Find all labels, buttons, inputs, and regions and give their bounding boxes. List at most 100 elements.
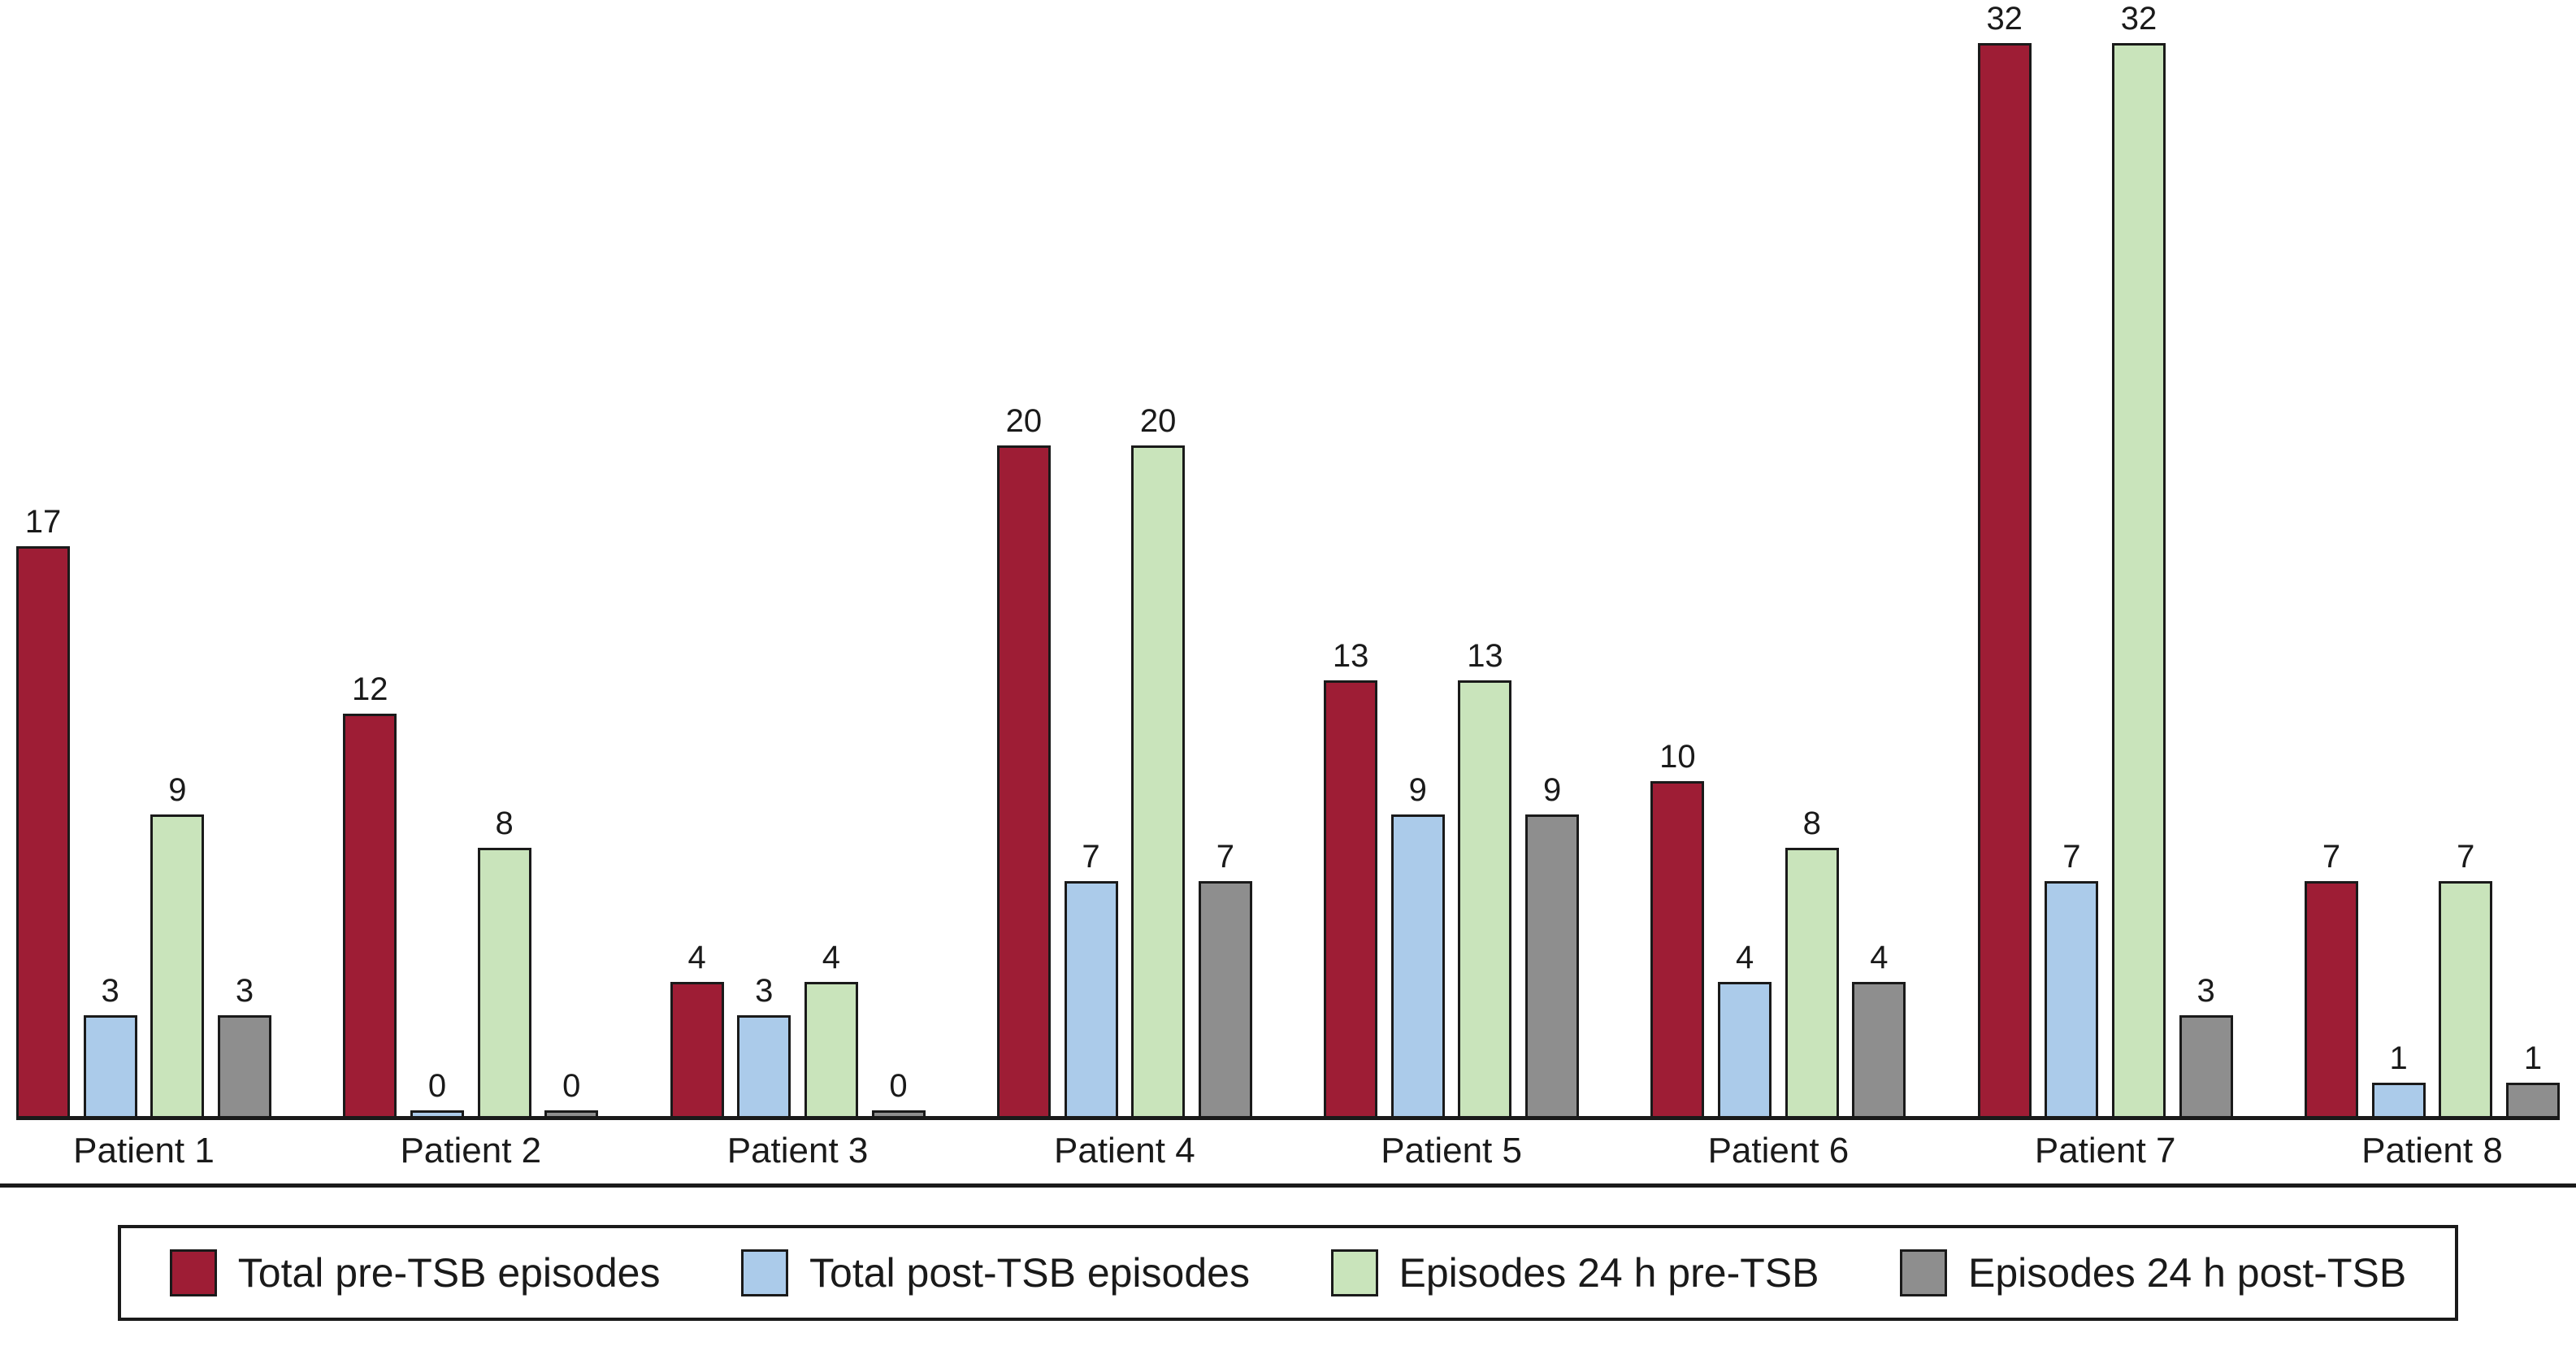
bar-value-label: 3 <box>755 973 774 1010</box>
bar-value-label: 0 <box>427 1068 447 1104</box>
bar <box>804 982 858 1116</box>
bar-value-label: 32 <box>2120 1 2158 37</box>
bar <box>1525 814 1580 1116</box>
bar <box>1064 881 1118 1116</box>
legend-swatch-icon <box>741 1249 789 1296</box>
bar-value-label: 3 <box>101 973 119 1010</box>
bar-with-label: 0 <box>871 1068 926 1116</box>
bar-group: 17 3 9 3 <box>16 506 271 1116</box>
bar <box>1324 680 1378 1116</box>
category-label: Patient 2 <box>400 1131 542 1170</box>
bar-with-label: 1 <box>2371 1042 2426 1116</box>
bar <box>410 1110 464 1116</box>
bar-value-label: 9 <box>168 771 187 808</box>
horizontal-divider <box>0 1183 2576 1188</box>
legend-item: Episodes 24 h pre-TSB <box>1330 1249 1819 1296</box>
category-label: Patient 5 <box>1381 1131 1522 1170</box>
category-label: Patient 4 <box>1054 1131 1195 1170</box>
bar-value-label: 10 <box>1659 738 1696 775</box>
legend-swatch-icon <box>169 1249 217 1296</box>
bar <box>1198 881 1252 1116</box>
category-label: Patient 1 <box>73 1131 215 1170</box>
bar <box>2304 881 2358 1116</box>
bar-with-label: 9 <box>1390 771 1445 1116</box>
legend-label: Total post-TSB episodes <box>809 1250 1250 1296</box>
bar <box>2045 881 2099 1116</box>
bar <box>2505 1082 2560 1116</box>
bar-with-label: 3 <box>737 975 791 1116</box>
bar <box>544 1110 599 1116</box>
bar-group: 12 0 8 0 <box>343 673 599 1116</box>
bar-with-label: 32 <box>1977 1 2032 1116</box>
bar-value-label: 20 <box>1139 403 1177 439</box>
bar-with-label: 3 <box>2179 975 2233 1116</box>
bar-group: 20 7 20 7 <box>996 403 1252 1116</box>
legend-swatch-icon <box>1900 1249 1948 1296</box>
bar <box>83 1015 137 1116</box>
bar-value-label: 4 <box>1735 940 1754 975</box>
chart-plot-area: 17 3 9 3 12 0 8 0 4 3 4 0 20 7 20 7 13 9 13 9 10 4 8 4 32 7 32 3 7 1 7… <box>16 0 2560 1120</box>
bar <box>1785 848 1839 1116</box>
bar-with-label: 20 <box>1131 403 1186 1116</box>
legend-item: Total post-TSB episodes <box>741 1249 1250 1296</box>
bar-group: 7 1 7 1 <box>2304 839 2560 1116</box>
bar-with-label: 7 <box>2045 839 2099 1116</box>
bar <box>2439 881 2493 1116</box>
legend-swatch-icon <box>1330 1249 1378 1296</box>
legend-label: Episodes 24 h pre-TSB <box>1399 1250 1819 1296</box>
bar-value-label: 20 <box>1005 403 1043 439</box>
bar-with-label: 4 <box>1852 941 1906 1116</box>
category-label: Patient 8 <box>2361 1131 2503 1170</box>
bar-with-label: 8 <box>1785 807 1839 1116</box>
bar <box>2112 43 2166 1116</box>
bar-value-label: 13 <box>1332 637 1369 674</box>
bar-with-label: 3 <box>83 973 137 1116</box>
category-label: Patient 6 <box>1707 1131 1850 1170</box>
bar-with-label: 10 <box>1650 738 1705 1116</box>
bar-value-label: 4 <box>1870 940 1889 975</box>
bar-with-label: 4 <box>1718 941 1772 1116</box>
bar-with-label: 20 <box>996 403 1051 1116</box>
bar-with-label: 13 <box>1458 640 1512 1116</box>
bar <box>1977 43 2032 1116</box>
bar-with-label: 7 <box>1064 840 1118 1116</box>
bar <box>16 545 70 1116</box>
bar <box>2371 1082 2426 1116</box>
bar <box>150 814 205 1116</box>
bar <box>1131 445 1186 1116</box>
bar-value-label: 7 <box>1216 839 1234 875</box>
bar-with-label: 7 <box>2304 840 2358 1116</box>
bar-with-label: 9 <box>150 771 205 1116</box>
bar-value-label: 8 <box>495 806 514 841</box>
bar-value-label: 32 <box>1986 1 2023 37</box>
category-label: Patient 7 <box>2034 1131 2176 1170</box>
bar <box>477 848 531 1116</box>
legend-item: Total pre-TSB episodes <box>169 1249 661 1296</box>
bar-value-label: 8 <box>1802 806 1821 841</box>
bar-value-label: 0 <box>562 1068 581 1104</box>
bar-value-label: 17 <box>24 503 62 540</box>
bar-group: 32 7 32 3 <box>1977 1 2233 1116</box>
bar-value-label: 9 <box>1542 771 1562 808</box>
bar <box>1458 680 1512 1116</box>
bar <box>1718 982 1772 1116</box>
bar <box>871 1110 926 1116</box>
bar-group: 4 3 4 0 <box>670 941 926 1116</box>
bar-group: 10 4 8 4 <box>1650 738 1906 1116</box>
bar-value-label: 7 <box>2457 839 2475 875</box>
bar-value-label: 7 <box>2062 839 2081 875</box>
bar-value-label: 0 <box>889 1068 908 1104</box>
bar-with-label: 4 <box>670 941 724 1116</box>
bar-with-label: 0 <box>544 1068 599 1116</box>
category-axis-labels: Patient 1 Patient 2 Patient 3 Patient 4 Pati… <box>16 1120 2560 1183</box>
legend-label: Total pre-TSB episodes <box>237 1250 661 1296</box>
bar-with-label: 9 <box>1525 771 1580 1116</box>
bar-with-label: 7 <box>1198 839 1252 1116</box>
bar <box>670 982 724 1116</box>
bar-value-label: 9 <box>1408 771 1427 808</box>
legend-item: Episodes 24 h post-TSB <box>1900 1249 2406 1296</box>
bar-value-label: 4 <box>822 940 840 975</box>
bar <box>1852 982 1906 1116</box>
bar-with-label: 8 <box>477 806 531 1116</box>
